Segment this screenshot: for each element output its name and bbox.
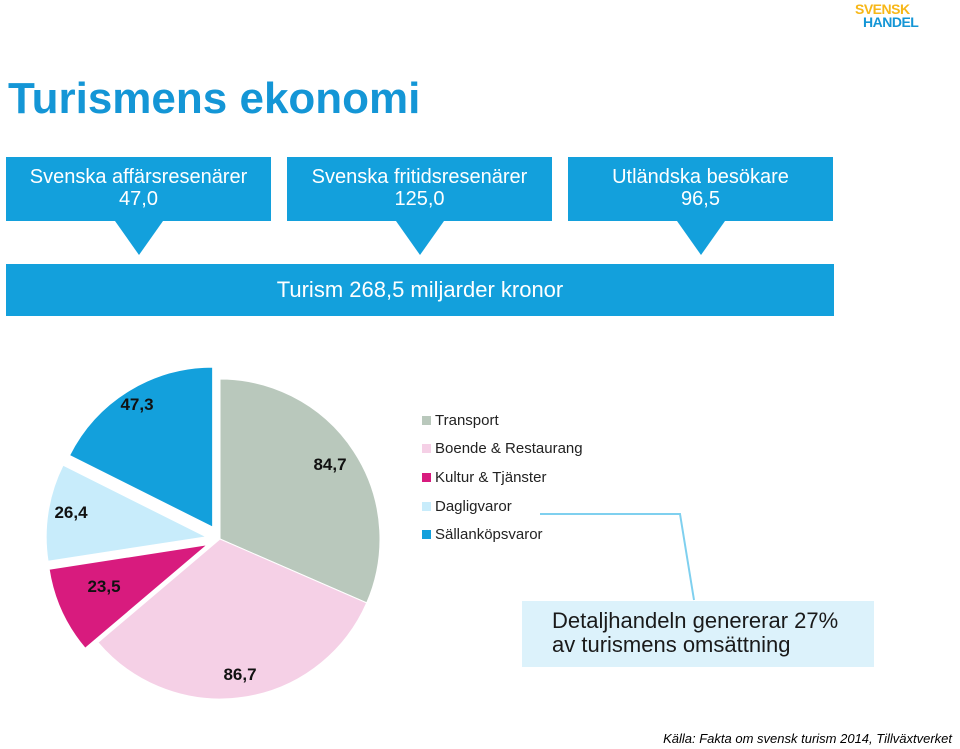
- legend-label: Kultur & Tjänster: [435, 468, 547, 486]
- callout-line-1: Detaljhandeln genererar 27%: [552, 608, 839, 633]
- legend-label: Transport: [435, 411, 499, 429]
- source-box-affarsresenarer: Svenska affärsresenärer 47,0: [6, 157, 271, 221]
- pie-data-label: 84,7: [313, 455, 346, 474]
- callout-line-2: av turismens omsättning: [552, 632, 791, 657]
- legend-swatch: [422, 415, 431, 425]
- pie-data-label: 86,7: [223, 665, 256, 684]
- logo-line-2: HANDEL: [863, 14, 919, 30]
- legend-item: Sällanköpsvaror: [422, 520, 583, 549]
- source-box-utlandska-besokare: Utländska besökare 96,5: [568, 157, 833, 221]
- source-label: Utländska besökare: [612, 166, 789, 188]
- pie-slice-sällanköpsvaror: [68, 366, 214, 528]
- pie-data-label: 47,3: [120, 395, 153, 414]
- legend-swatch: [422, 501, 431, 511]
- down-arrow-icon: [677, 221, 725, 255]
- legend-swatch: [422, 472, 431, 482]
- pie-slice-dagligvaror: [45, 464, 208, 562]
- source-value: 47,0: [119, 188, 158, 210]
- legend-item: Transport: [422, 406, 583, 435]
- down-arrow-icon: [115, 221, 163, 255]
- page-title: Turismens ekonomi: [8, 74, 421, 123]
- source-label: Svenska fritidsresenärer: [311, 166, 528, 188]
- pie-slice-boende-restaurang: [97, 538, 368, 700]
- pie-chart: 84,7 86,7 23,5 26,4 47,3: [45, 366, 381, 700]
- legend-label: Sällanköpsvaror: [435, 526, 543, 544]
- down-arrow-icon: [396, 221, 444, 255]
- retail-callout: Detaljhandeln genererar 27% av turismens…: [522, 601, 874, 667]
- logo-line-1: SVENSK: [855, 1, 910, 17]
- pie-data-label: 26,4: [54, 503, 88, 522]
- legend-label: Boende & Restaurang: [435, 440, 583, 458]
- legend-swatch: [422, 444, 431, 454]
- legend-item: Dagligvaror: [422, 492, 583, 521]
- legend-swatch: [422, 530, 431, 540]
- pie-slice-kultur-tjänster: [48, 544, 209, 649]
- source-note: Källa: Fakta om svensk turism 2014, Till…: [663, 731, 952, 746]
- legend-item: Kultur & Tjänster: [422, 463, 583, 492]
- pie-data-label: 23,5: [87, 577, 120, 596]
- source-value: 125,0: [394, 188, 445, 210]
- pie-slice-transport: [219, 378, 381, 604]
- source-box-fritidsresenarer: Svenska fritidsresenärer 125,0: [287, 157, 552, 221]
- total-label: Turism 268,5 miljarder kronor: [276, 277, 564, 302]
- svensk-handel-logo: SVENSK HANDEL: [855, 1, 935, 33]
- total-banner: Turism 268,5 miljarder kronor: [6, 264, 834, 316]
- legend-label: Dagligvaror: [435, 497, 512, 515]
- legend-item: Boende & Restaurang: [422, 435, 583, 464]
- chart-legend: Transport Boende & Restaurang Kultur & Tjä…: [422, 406, 583, 549]
- source-label: Svenska affärsresenärer: [29, 166, 248, 188]
- source-value: 96,5: [681, 188, 720, 210]
